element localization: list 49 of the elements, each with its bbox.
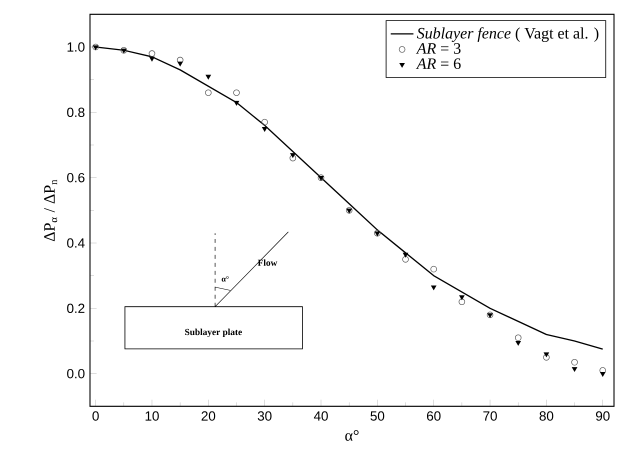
point — [458, 298, 466, 306]
x-tick-label: 50 — [370, 411, 384, 421]
y-tick-label: 0.0 — [67, 368, 85, 378]
x-tick-label: 20 — [202, 411, 216, 421]
point — [544, 352, 549, 358]
point — [205, 89, 212, 96]
point — [571, 358, 578, 366]
legend-label: AR = 6 — [416, 58, 461, 70]
x-tick-label: 40 — [314, 411, 328, 421]
point — [234, 100, 240, 106]
x-tick-label: 10 — [146, 411, 159, 421]
annotation: Flow — [258, 259, 278, 266]
x-axis-title: α° — [345, 430, 359, 441]
point — [516, 340, 521, 346]
y-tick-label: 0.4 — [67, 238, 85, 248]
x-tick-label: 70 — [483, 411, 497, 421]
point — [543, 354, 550, 361]
point — [206, 74, 211, 80]
y-tick-label: 0.6 — [67, 172, 84, 182]
point — [290, 154, 296, 162]
point — [600, 372, 606, 377]
point — [262, 127, 268, 132]
point — [430, 266, 437, 272]
point — [176, 56, 184, 64]
point — [261, 118, 268, 126]
x-tick-label: 60 — [426, 411, 441, 421]
legend-label: AR = 3 — [416, 43, 461, 54]
y-tick-label: 1.0 — [68, 42, 85, 52]
point — [290, 153, 296, 158]
y-tick-label: 0.8 — [67, 108, 84, 118]
point — [402, 252, 408, 258]
y-axis-title: ΔP$_{α}$ / ΔP$_{n}$ — [44, 180, 58, 242]
point — [599, 367, 606, 374]
legend-label: Sublayer fence ( Vagt et al. ) — [416, 27, 598, 42]
x-tick-label: 30 — [258, 411, 272, 421]
point — [431, 285, 436, 290]
point — [178, 62, 183, 66]
point — [233, 89, 240, 96]
point — [148, 50, 156, 57]
x-tick-label: 80 — [540, 411, 554, 421]
x-tick-label: 90 — [596, 411, 610, 421]
point — [402, 256, 409, 263]
annotation: Sublayer plate — [185, 328, 242, 338]
point — [572, 367, 578, 372]
point — [149, 56, 155, 62]
point — [459, 295, 464, 300]
point — [514, 334, 522, 341]
x-tick-label: 0 — [92, 411, 99, 421]
y-tick-label: 0.2 — [67, 304, 84, 314]
